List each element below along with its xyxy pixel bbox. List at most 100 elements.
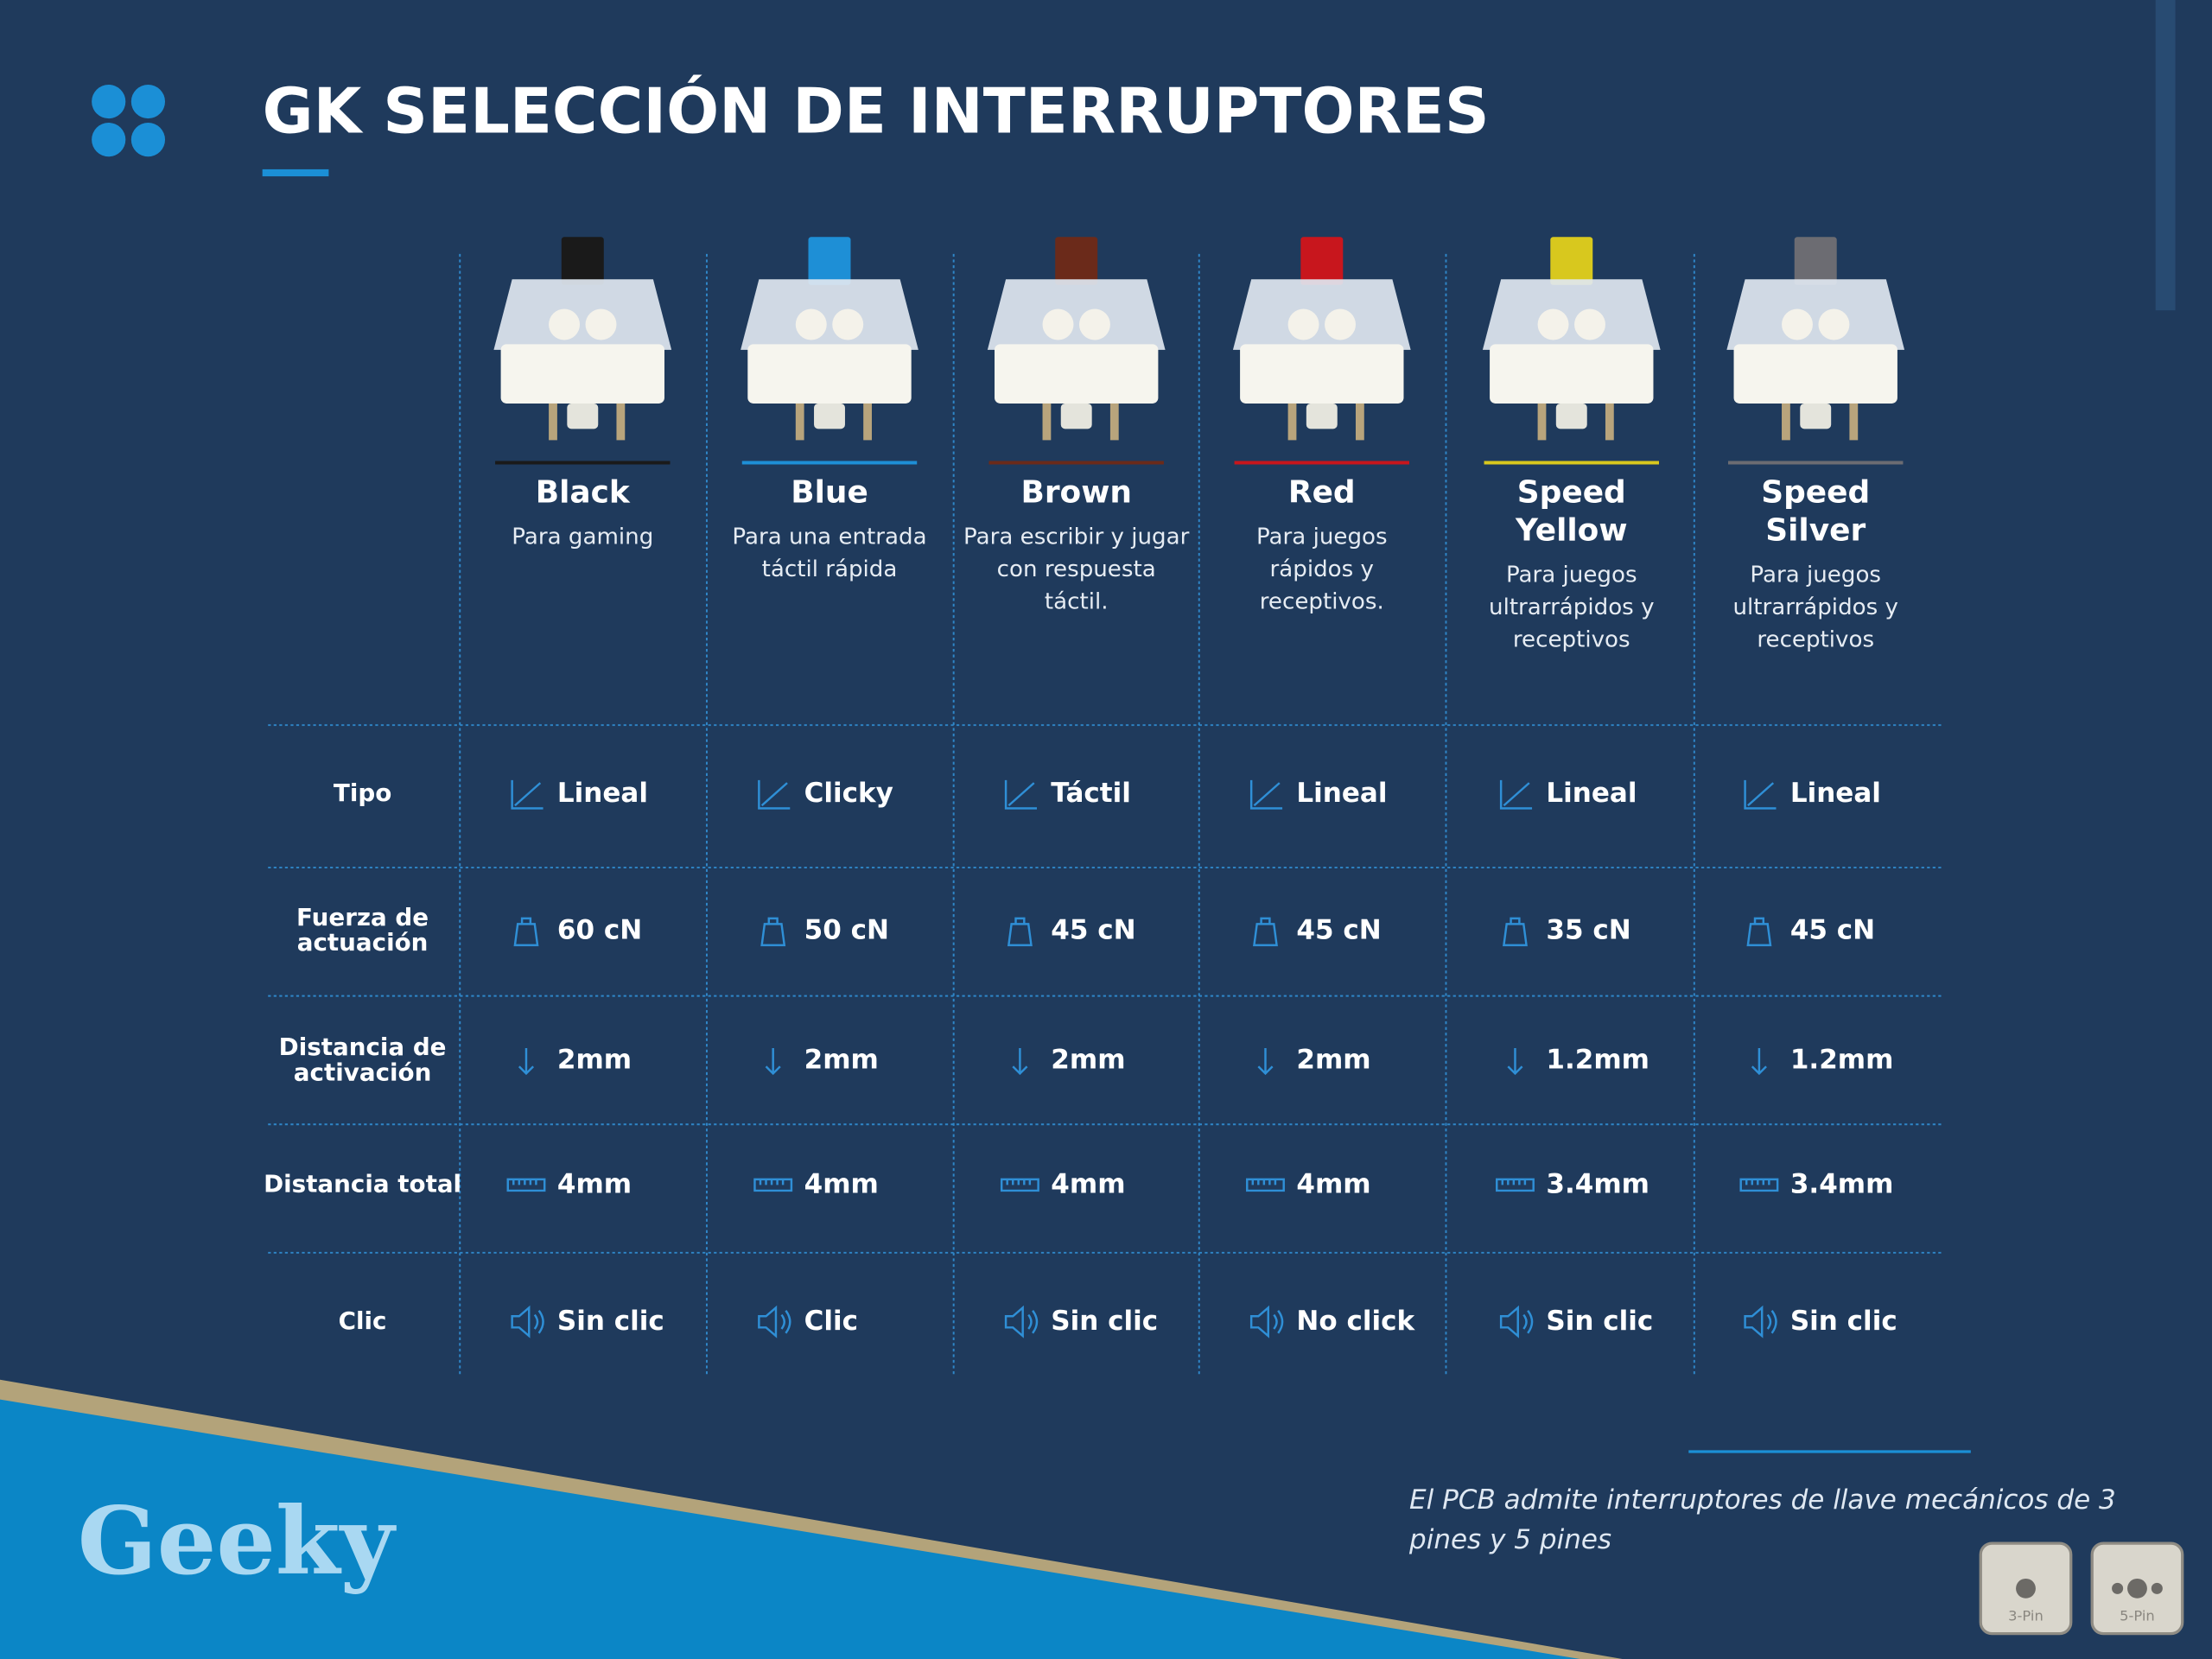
spec-value: 45 cN [1790, 915, 1875, 946]
icon-chart [1744, 779, 1777, 810]
switch-description: táctil rápida [762, 556, 898, 582]
title-underline [262, 168, 329, 177]
spec-value: Clicky [804, 778, 893, 809]
switch-name: Blue [791, 474, 868, 510]
row-icon [1744, 779, 1777, 810]
switch-name: Speed [1761, 474, 1870, 510]
switch-housing-bottom [1240, 344, 1404, 404]
switch-stem [1055, 237, 1098, 285]
row-icon [1000, 1178, 1039, 1192]
switch-housing-bottom [747, 344, 912, 404]
switch-description: Para gaming [512, 524, 653, 550]
switch-post [1818, 308, 1850, 340]
switch-housing-top [493, 279, 672, 350]
pin-hole [2127, 1578, 2147, 1599]
switch-post [1325, 308, 1356, 340]
switch-center [1555, 403, 1587, 429]
switch-illustration [987, 237, 1166, 441]
spec-value: 2mm [1296, 1045, 1370, 1076]
switch-housing-bottom [995, 344, 1159, 404]
icon-chart [1499, 779, 1533, 810]
spec-value: 45 cN [1296, 915, 1381, 946]
switch-description: con respuesta [997, 556, 1156, 582]
switch-pin [1537, 403, 1547, 441]
switch-illustration [741, 237, 918, 441]
switch-post [1287, 308, 1319, 340]
icon-speaker [511, 1305, 544, 1338]
switch-housing-top [1726, 279, 1905, 350]
switch-stem [1300, 237, 1344, 285]
row-label: Fuerza de [296, 903, 429, 931]
row-icon [1751, 1048, 1767, 1076]
switch-center [1060, 403, 1092, 429]
row-icon [1507, 1048, 1523, 1076]
spec-value: 3.4mm [1790, 1168, 1894, 1199]
spec-value: Táctil [1051, 778, 1131, 809]
switch-post [1078, 308, 1110, 340]
switch-stem [1550, 237, 1593, 285]
icon-weight [1503, 917, 1528, 947]
switch-post [832, 308, 864, 340]
icon-ruler [753, 1178, 793, 1192]
dot [92, 123, 126, 157]
icon-chart [1004, 779, 1038, 810]
spec-value: Sin clic [1051, 1306, 1158, 1337]
switch-housing-top [987, 279, 1166, 350]
icon-weight [1746, 917, 1772, 947]
switch-description: ultrarrápidos y [1732, 594, 1898, 620]
spec-value: 50 cN [804, 915, 889, 946]
switch-description: táctil. [1045, 589, 1109, 615]
spec-value: 4mm [1296, 1168, 1370, 1199]
spec-value: 60 cN [557, 915, 642, 946]
switch-pin [863, 403, 872, 441]
icon-arrow [1257, 1048, 1274, 1076]
icon-chart [1249, 779, 1283, 810]
spec-value: Sin clic [1546, 1306, 1653, 1337]
switch-pin [1355, 403, 1364, 441]
spec-value: 4mm [804, 1168, 879, 1199]
pin-hole [2016, 1578, 2036, 1599]
spec-value: 1.2mm [1790, 1045, 1894, 1076]
spec-value: Lineal [1546, 778, 1637, 809]
row-icon [758, 779, 791, 810]
row-icon [506, 1178, 546, 1192]
switch-center [1800, 403, 1832, 429]
icon-ruler [506, 1178, 546, 1192]
icon-ruler [1739, 1178, 1779, 1192]
row-icon [1007, 917, 1033, 947]
switch-housing-top [1232, 279, 1411, 350]
row-icon [511, 1305, 544, 1338]
pin-hole [2112, 1582, 2124, 1594]
icon-speaker [1004, 1305, 1039, 1338]
switch-name: Red [1288, 474, 1356, 510]
switch-housing-bottom [1490, 344, 1654, 404]
row-icon [760, 917, 786, 947]
icon-ruler [1496, 1178, 1535, 1192]
row-icon [1249, 1305, 1284, 1338]
icon-weight [1253, 917, 1278, 947]
switch-center [814, 403, 845, 429]
row-label: Distancia total [264, 1169, 461, 1198]
switch-description: receptivos. [1260, 589, 1384, 615]
switch-stem [808, 237, 851, 285]
switch-pin [1042, 403, 1052, 441]
switch-center [1306, 403, 1338, 429]
row-icon [513, 917, 539, 947]
spec-value: Lineal [1790, 778, 1881, 809]
switch-pin [1287, 403, 1297, 441]
switch-pin [1605, 403, 1614, 441]
switch-post [1042, 308, 1074, 340]
row-label: Distancia de [279, 1033, 447, 1061]
switch-name: Brown [1020, 474, 1131, 510]
row-label: Clic [339, 1306, 387, 1335]
footer-band [0, 1399, 1580, 1659]
row-icon [1746, 917, 1772, 947]
icon-speaker [1744, 1305, 1777, 1338]
icon-weight [513, 917, 539, 947]
pin-label: 3-Pin [2008, 1608, 2044, 1624]
title: GK SELECCIÓN DE INTERRUPTORES [263, 74, 1490, 147]
switch-housing-top [1482, 279, 1661, 350]
